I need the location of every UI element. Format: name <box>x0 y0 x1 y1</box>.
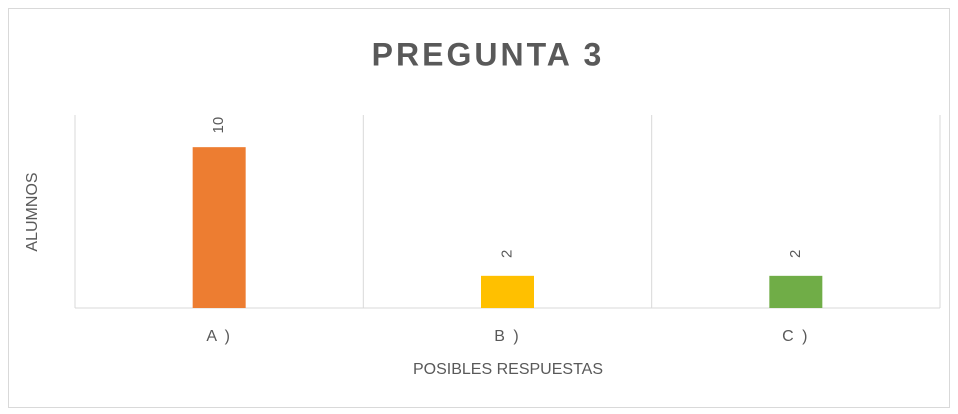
bar <box>481 275 534 308</box>
data-label: 2 <box>498 250 515 258</box>
bar <box>769 275 823 308</box>
y-axis-title: ALUMNOS <box>24 172 41 251</box>
x-tick-label: C ) <box>782 328 809 345</box>
data-label: 2 <box>787 250 804 258</box>
chart-title: PREGUNTA 3 <box>372 36 605 72</box>
data-label: 10 <box>210 117 227 134</box>
x-tick-label: A ) <box>206 328 232 345</box>
x-tick-label: B ) <box>494 328 520 345</box>
x-axis-title: POSIBLES RESPUESTAS <box>413 361 603 378</box>
bar <box>192 147 246 308</box>
chart-border <box>8 8 950 408</box>
